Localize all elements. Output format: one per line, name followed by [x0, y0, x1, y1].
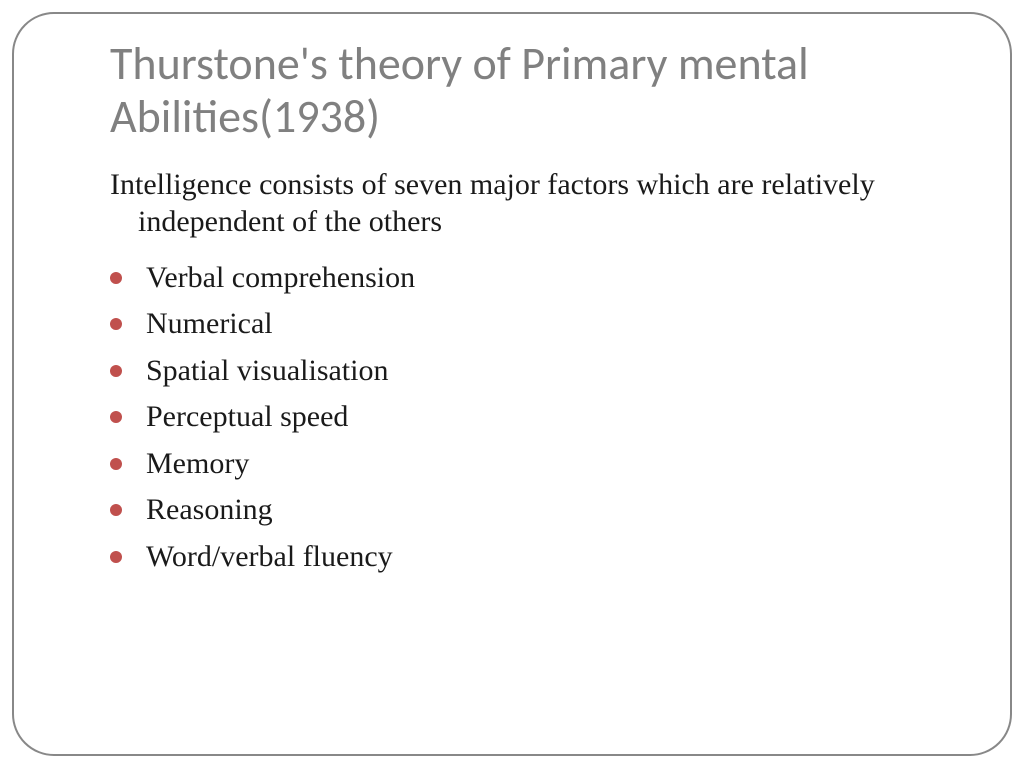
bullet-list: Verbal comprehension Numerical Spatial v…: [110, 255, 964, 581]
list-item: Verbal comprehension: [110, 255, 964, 302]
slide-title: Thurstone's theory of Primary mental Abi…: [110, 38, 964, 144]
list-item: Numerical: [110, 301, 964, 348]
list-item: Word/verbal fluency: [110, 534, 964, 581]
slide-intro: Intelligence consists of seven major fac…: [138, 166, 964, 241]
list-item: Reasoning: [110, 487, 964, 534]
list-item: Memory: [110, 441, 964, 488]
list-item: Spatial visualisation: [110, 348, 964, 395]
slide: Thurstone's theory of Primary mental Abi…: [0, 0, 1024, 768]
list-item: Perceptual speed: [110, 394, 964, 441]
slide-content: Thurstone's theory of Primary mental Abi…: [110, 38, 964, 728]
